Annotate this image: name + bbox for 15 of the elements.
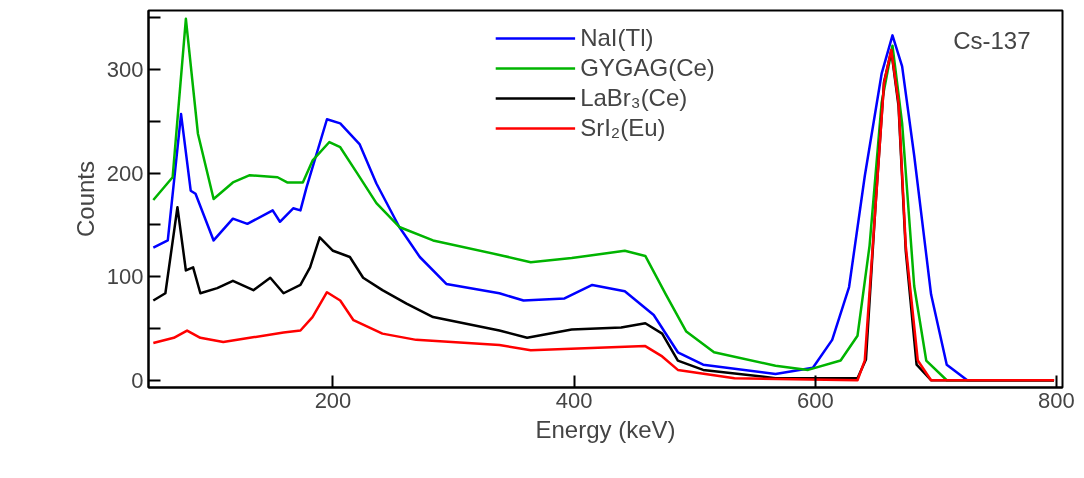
y-tick-label: 0	[131, 367, 144, 393]
y-tick-label: 100	[106, 264, 144, 290]
y-tick-label: 200	[106, 160, 144, 186]
y-axis-title: Counts	[71, 160, 99, 238]
legend-label: SrI₂(Eu)	[580, 114, 666, 142]
x-tick-label: 800	[1038, 387, 1075, 413]
y-tick-label: 300	[106, 57, 144, 83]
legend-label: NaI(Tl)	[580, 24, 654, 52]
annotation: Cs-137	[953, 27, 1031, 55]
legend-label: GYGAG(Ce)	[580, 54, 715, 82]
x-tick-label: 600	[796, 387, 834, 413]
x-tick-label: 200	[314, 387, 352, 413]
x-tick-label: 400	[555, 387, 593, 413]
legend-label: LaBr₃(Ce)	[580, 84, 688, 112]
x-axis-title: Energy (keV)	[535, 415, 676, 443]
